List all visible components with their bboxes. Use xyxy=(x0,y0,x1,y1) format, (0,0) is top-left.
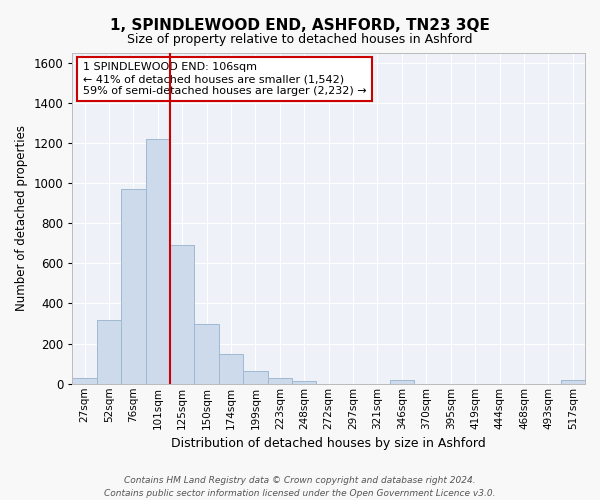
Bar xyxy=(560,380,585,384)
Text: 1 SPINDLEWOOD END: 106sqm
← 41% of detached houses are smaller (1,542)
59% of se: 1 SPINDLEWOOD END: 106sqm ← 41% of detac… xyxy=(83,62,366,96)
Bar xyxy=(97,320,121,384)
Bar xyxy=(292,382,316,384)
Text: Size of property relative to detached houses in Ashford: Size of property relative to detached ho… xyxy=(127,32,473,46)
Y-axis label: Number of detached properties: Number of detached properties xyxy=(15,125,28,311)
Bar xyxy=(194,324,219,384)
Bar xyxy=(73,378,97,384)
X-axis label: Distribution of detached houses by size in Ashford: Distribution of detached houses by size … xyxy=(171,437,486,450)
Text: Contains HM Land Registry data © Crown copyright and database right 2024.
Contai: Contains HM Land Registry data © Crown c… xyxy=(104,476,496,498)
Bar xyxy=(121,189,146,384)
Bar xyxy=(389,380,414,384)
Bar xyxy=(146,139,170,384)
Text: 1, SPINDLEWOOD END, ASHFORD, TN23 3QE: 1, SPINDLEWOOD END, ASHFORD, TN23 3QE xyxy=(110,18,490,32)
Bar xyxy=(243,370,268,384)
Bar xyxy=(219,354,243,384)
Bar xyxy=(170,245,194,384)
Bar xyxy=(268,378,292,384)
